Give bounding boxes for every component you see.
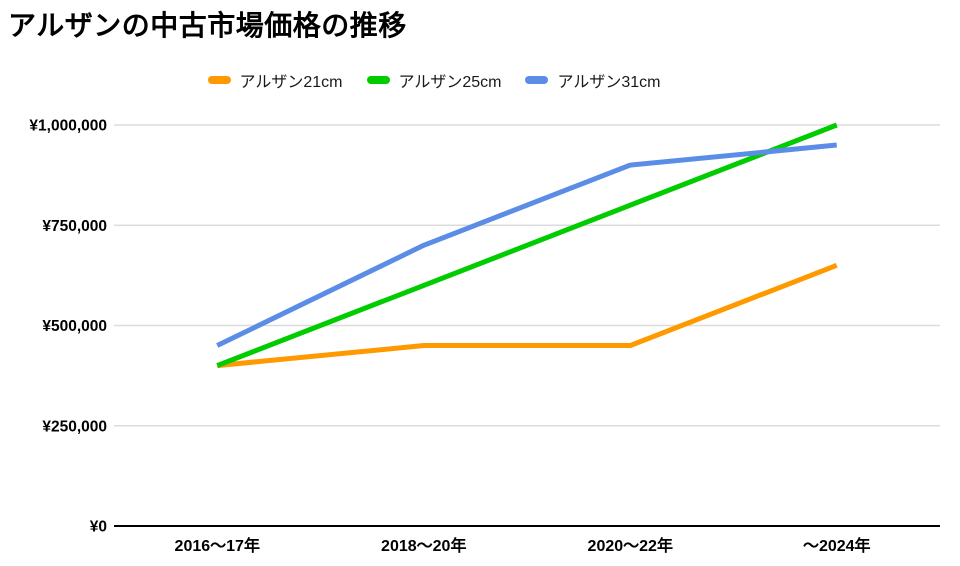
x-axis-tick-label: 〜2024年	[803, 536, 871, 555]
legend-swatch-25cm-icon	[366, 76, 390, 84]
series-line-アルザン21cm	[217, 263, 838, 369]
x-axis-tick-label: 2020〜22年	[588, 536, 673, 555]
y-axis-tick-label: ¥500,000	[42, 318, 107, 335]
chart-title: アルザンの中古市場価格の推移	[8, 10, 407, 41]
gridlines	[114, 124, 940, 527]
legend-item-21cm: アルザン21cm	[207, 68, 343, 92]
legend-swatch-21cm-icon	[207, 76, 231, 84]
x-axis-tick-label: 2018〜20年	[381, 536, 466, 555]
x-axis-tick-label: 2016〜17年	[175, 536, 260, 555]
series-line-アルザン31cm	[216, 142, 837, 348]
legend-item-31cm: アルザン31cm	[525, 68, 660, 92]
legend-swatch-31cm-icon	[525, 76, 549, 84]
legend-label-31cm: アルザン31cm	[557, 74, 661, 91]
y-axis-tick-label: ¥1,000,000	[29, 118, 107, 135]
legend: アルザン21cm アルザン25cm アルザン31cm	[0, 68, 914, 92]
y-axis-tick-label: ¥250,000	[42, 418, 107, 435]
axis-labels: ¥0 ¥250,000 ¥500,000 ¥750,000 ¥1,000,000 2016…	[29, 118, 870, 556]
series-lines	[216, 122, 838, 369]
legend-label-25cm: アルザン25cm	[398, 74, 502, 91]
y-axis-tick-label: ¥0	[90, 519, 107, 536]
legend-label-21cm: アルザン21cm	[239, 74, 343, 91]
legend-item-25cm: アルザン25cm	[366, 68, 502, 92]
y-axis-tick-label: ¥750,000	[42, 218, 107, 235]
series-line-アルザン25cm	[216, 122, 838, 368]
